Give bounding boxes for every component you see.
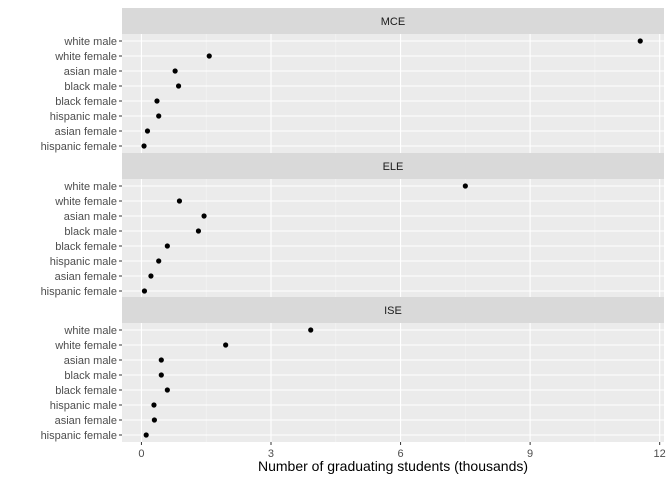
facet-strip-label: ELE <box>383 161 404 173</box>
data-point-ele-asian-female <box>148 273 154 279</box>
panel-background <box>122 34 664 153</box>
facet-strip-label: MCE <box>381 16 405 28</box>
category-label: asian female <box>55 126 117 138</box>
category-label: black male <box>64 226 117 238</box>
data-point-mce-white-female <box>206 53 212 59</box>
facet-strip <box>122 297 664 323</box>
x-axis-title: Number of graduating students (thousands… <box>258 458 528 474</box>
data-point-ele-hispanic-male <box>156 258 162 264</box>
data-point-mce-hispanic-male <box>156 113 162 119</box>
facet-strip-label: ISE <box>384 305 402 317</box>
x-tick-label: 6 <box>397 448 403 460</box>
x-tick-label: 12 <box>654 448 666 460</box>
x-axis: 0 3 6 9 12 Number of graduating students (tho… <box>138 442 666 474</box>
category-label: asian male <box>64 66 117 78</box>
data-point-mce-hispanic-female <box>141 143 147 149</box>
facet-strip <box>122 8 664 34</box>
data-point-ise-hispanic-female <box>143 432 149 438</box>
category-label: asian male <box>64 211 117 223</box>
data-point-mce-black-male <box>175 83 182 89</box>
x-tick-label: 3 <box>268 448 274 460</box>
category-label: black female <box>55 96 117 108</box>
data-point-ele-black-female <box>164 243 170 249</box>
data-point-mce-black-female <box>154 98 160 104</box>
x-tick-label: 9 <box>527 448 533 460</box>
category-label: asian female <box>55 271 117 283</box>
category-label: hispanic male <box>50 111 117 123</box>
data-point-ise-white-male <box>308 327 314 333</box>
data-point-ele-white-female <box>176 198 183 204</box>
category-label: black female <box>55 385 117 397</box>
data-point-ele-hispanic-female <box>141 288 148 294</box>
facet-strip <box>122 153 664 179</box>
panel-background <box>122 179 664 298</box>
facet-panel-ise: ISE white male white female asian male black… <box>41 297 664 442</box>
category-label: black male <box>64 81 117 93</box>
data-point-ise-asian-female <box>151 417 157 423</box>
data-point-ise-black-male <box>158 372 164 378</box>
category-label: hispanic female <box>41 286 117 298</box>
data-point-mce-asian-female <box>144 128 151 134</box>
panel-background <box>122 323 664 442</box>
data-point-ise-asian-male <box>158 357 164 363</box>
category-label: black female <box>55 241 117 253</box>
category-label: hispanic male <box>50 400 117 412</box>
facet-panel-mce: MCE white male white female asian male black… <box>41 8 664 153</box>
category-label: white female <box>54 196 117 208</box>
category-label: black male <box>64 370 117 382</box>
data-point-ise-black-female <box>164 387 170 393</box>
x-tick-label: 0 <box>138 448 144 460</box>
data-point-ele-black-male <box>195 228 202 234</box>
data-point-mce-white-male <box>637 38 643 44</box>
category-label: white male <box>63 181 117 193</box>
data-point-mce-asian-male <box>172 68 178 74</box>
category-label: asian female <box>55 415 117 427</box>
category-label: white male <box>63 325 117 337</box>
data-point-ele-white-male <box>462 183 468 189</box>
category-label: asian male <box>64 355 117 367</box>
data-point-ise-white-female <box>223 342 229 348</box>
category-label: white female <box>54 51 117 63</box>
category-label: hispanic male <box>50 256 117 268</box>
category-label: white female <box>54 340 117 352</box>
category-label: hispanic female <box>41 430 117 442</box>
category-label: hispanic female <box>41 141 117 153</box>
category-label: white male <box>63 36 117 48</box>
facet-panel-ele: ELE white male white female asian male black… <box>41 153 664 298</box>
data-point-ise-hispanic-male <box>151 402 157 408</box>
data-point-ele-asian-male <box>201 213 207 219</box>
